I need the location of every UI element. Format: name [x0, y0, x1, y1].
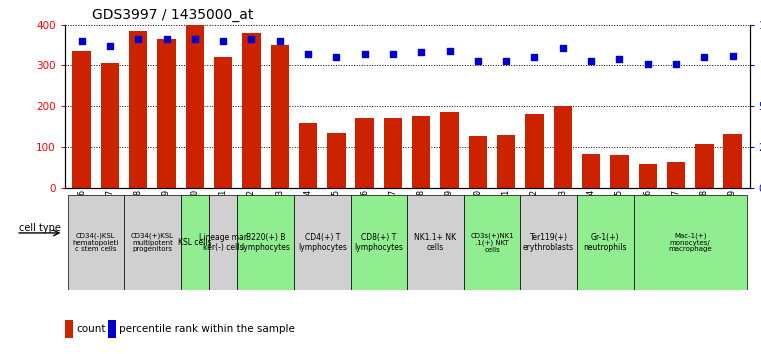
Point — [75, 38, 88, 44]
Bar — [327, 133, 345, 188]
Point — [727, 53, 739, 58]
Bar — [667, 162, 685, 188]
Text: Lineage mar
ker(-) cells: Lineage mar ker(-) cells — [199, 233, 247, 252]
Text: CD3s(+)NK1
.1(+) NKT
cells: CD3s(+)NK1 .1(+) NKT cells — [470, 232, 514, 253]
Text: Gr-1(+)
neutrophils: Gr-1(+) neutrophils — [584, 233, 627, 252]
Point — [557, 45, 569, 50]
Bar — [577, 195, 634, 290]
Bar — [129, 31, 148, 188]
Point — [358, 51, 371, 57]
Text: percentile rank within the sample: percentile rank within the sample — [119, 324, 295, 334]
Point — [642, 61, 654, 67]
Point — [444, 48, 456, 54]
Bar — [441, 112, 459, 188]
Bar — [724, 134, 742, 188]
Point — [132, 36, 145, 42]
Point — [500, 58, 512, 63]
Point — [104, 43, 116, 49]
Bar — [521, 195, 577, 290]
Bar — [695, 144, 714, 188]
Text: KSL cells: KSL cells — [178, 238, 212, 247]
Point — [161, 36, 173, 42]
Text: CD8(+) T
lymphocytes: CD8(+) T lymphocytes — [355, 233, 403, 252]
Bar — [72, 51, 91, 188]
Bar — [463, 195, 521, 290]
Text: cell type: cell type — [20, 223, 62, 233]
Bar — [469, 136, 487, 188]
Bar — [124, 195, 180, 290]
Text: Ter119(+)
erythroblasts: Ter119(+) erythroblasts — [523, 233, 575, 252]
Point — [613, 56, 626, 62]
Point — [472, 58, 484, 63]
Point — [330, 55, 342, 60]
Bar — [582, 154, 600, 188]
Point — [698, 55, 710, 60]
Bar — [497, 135, 515, 188]
Bar — [65, 320, 73, 338]
Text: CD34(+)KSL
multipotent
progenitors: CD34(+)KSL multipotent progenitors — [131, 233, 174, 252]
Point — [585, 58, 597, 63]
Bar — [242, 33, 261, 188]
Bar — [68, 195, 124, 290]
Bar — [355, 118, 374, 188]
Text: CD4(+) T
lymphocytes: CD4(+) T lymphocytes — [298, 233, 347, 252]
Point — [670, 61, 682, 67]
Text: CD34(-)KSL
hematopoieti
c stem cells: CD34(-)KSL hematopoieti c stem cells — [72, 233, 119, 252]
Bar — [407, 195, 463, 290]
Bar — [610, 155, 629, 188]
Bar — [294, 195, 351, 290]
Text: B220(+) B
lymphocytes: B220(+) B lymphocytes — [241, 233, 290, 252]
Text: GDS3997 / 1435000_at: GDS3997 / 1435000_at — [92, 8, 253, 22]
Bar — [634, 195, 747, 290]
Bar — [384, 118, 402, 188]
Bar — [525, 114, 543, 188]
Bar — [100, 63, 119, 188]
Point — [387, 51, 399, 57]
Bar — [214, 57, 232, 188]
Bar — [351, 195, 407, 290]
Text: NK1.1+ NK
cells: NK1.1+ NK cells — [415, 233, 457, 252]
Point — [274, 38, 286, 44]
Point — [302, 51, 314, 57]
Bar — [553, 106, 572, 188]
Bar — [180, 195, 209, 290]
Bar — [186, 25, 204, 188]
Bar — [271, 45, 289, 188]
Bar — [209, 195, 237, 290]
Bar — [412, 116, 431, 188]
Bar — [638, 164, 657, 188]
Point — [217, 38, 229, 44]
Bar — [299, 123, 317, 188]
Bar — [158, 39, 176, 188]
Bar — [237, 195, 294, 290]
Point — [245, 36, 257, 42]
Text: Mac-1(+)
monocytes/
macrophage: Mac-1(+) monocytes/ macrophage — [668, 233, 712, 252]
Point — [189, 36, 201, 42]
Text: count: count — [76, 324, 106, 334]
Bar — [108, 320, 116, 338]
Point — [528, 55, 540, 60]
Point — [416, 50, 428, 55]
